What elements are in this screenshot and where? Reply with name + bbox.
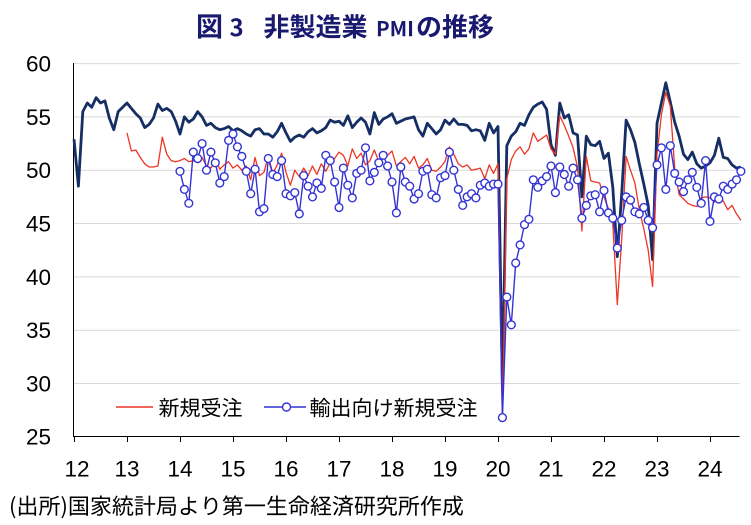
svg-text:13: 13 <box>114 457 139 482</box>
svg-text:30: 30 <box>26 371 51 396</box>
svg-text:24: 24 <box>697 457 722 482</box>
svg-text:15: 15 <box>220 457 245 482</box>
svg-text:25: 25 <box>26 425 51 450</box>
svg-text:14: 14 <box>167 457 192 482</box>
svg-text:17: 17 <box>326 457 351 482</box>
svg-text:19: 19 <box>432 457 457 482</box>
svg-text:22: 22 <box>591 457 616 482</box>
svg-text:21: 21 <box>538 457 563 482</box>
svg-text:40: 40 <box>26 265 51 290</box>
svg-text:50: 50 <box>26 158 51 183</box>
svg-text:16: 16 <box>273 457 298 482</box>
svg-text:23: 23 <box>644 457 669 482</box>
svg-text:55: 55 <box>26 105 51 130</box>
svg-text:35: 35 <box>26 318 51 343</box>
svg-text:60: 60 <box>26 52 51 77</box>
svg-text:45: 45 <box>26 211 51 236</box>
svg-text:12: 12 <box>64 457 89 482</box>
svg-text:20: 20 <box>485 457 510 482</box>
svg-text:18: 18 <box>379 457 404 482</box>
